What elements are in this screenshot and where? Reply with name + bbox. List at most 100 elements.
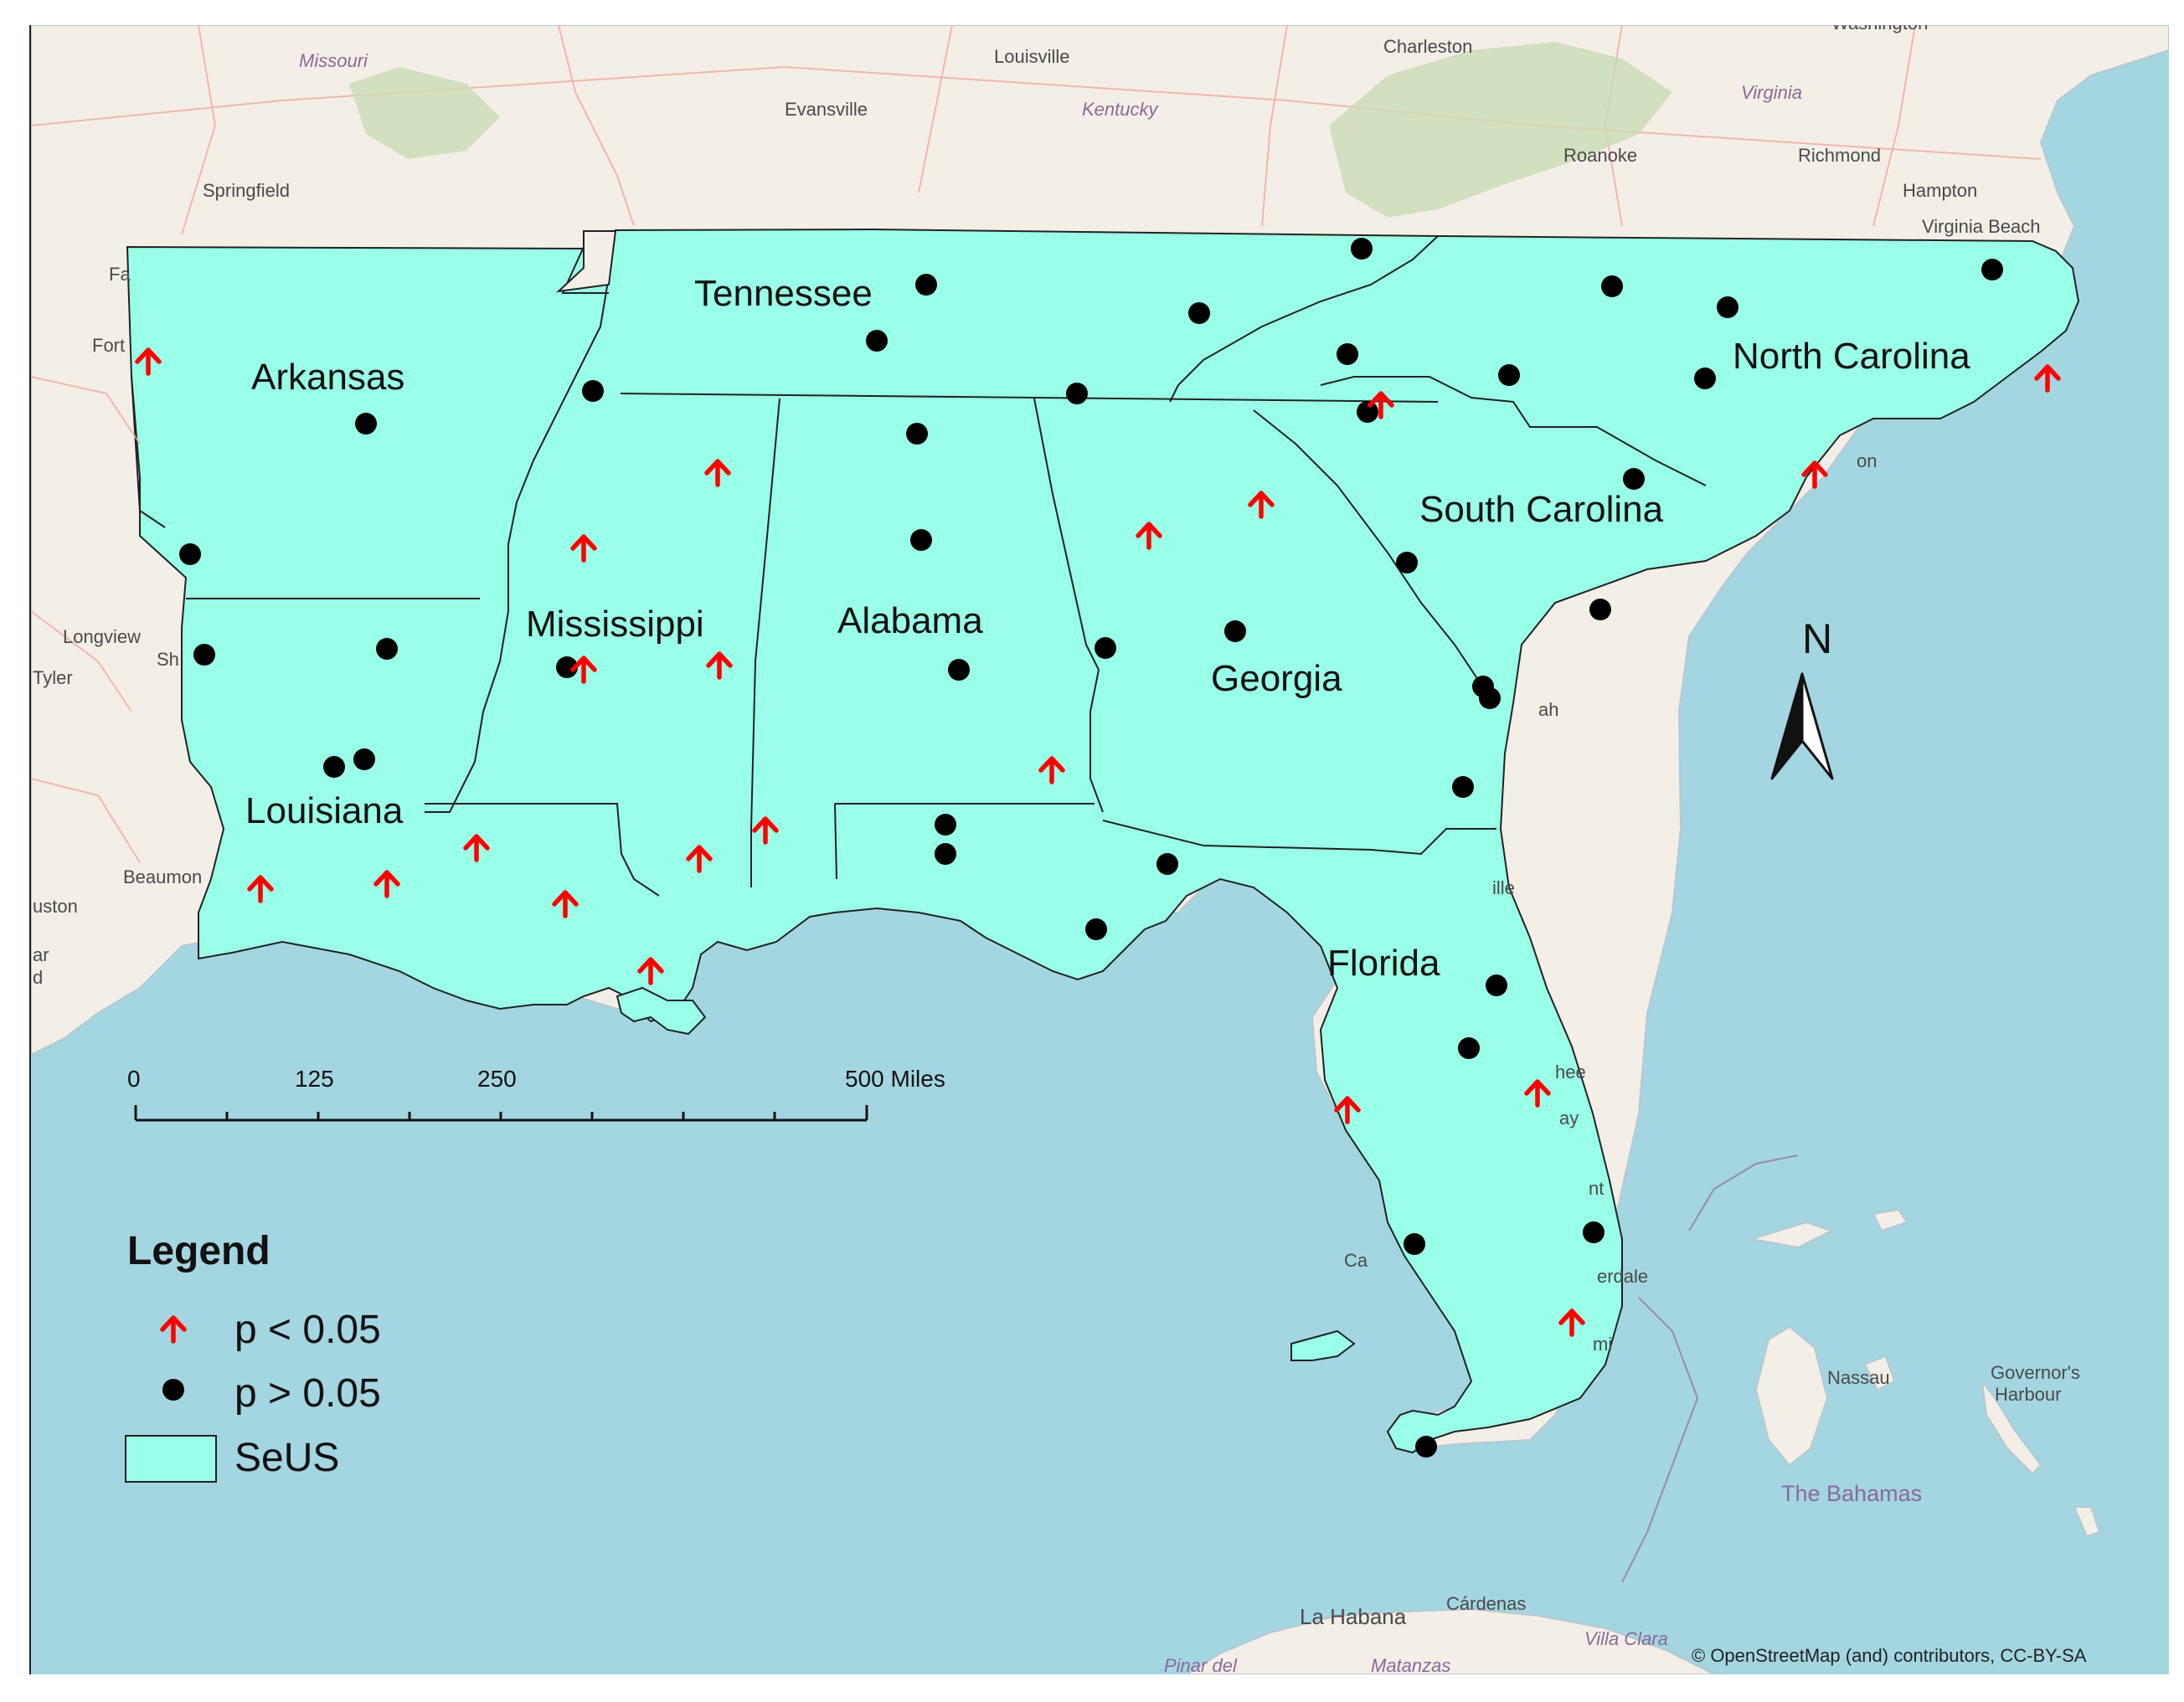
- station-dot: [948, 659, 970, 681]
- station-dot: [906, 423, 928, 445]
- label-houston: uston: [33, 896, 78, 917]
- label-hampton: Hampton: [1903, 180, 1977, 201]
- station-dot: [1623, 468, 1645, 490]
- station-dot: [1583, 1221, 1605, 1243]
- state-label-mississippi: Mississippi: [526, 604, 704, 645]
- label-governors: Governor's: [1991, 1362, 2080, 1383]
- station-dot: [1415, 1436, 1437, 1458]
- state-labels: Arkansas Tennessee North Carolina South …: [245, 273, 1970, 984]
- station-dot: [1404, 1233, 1425, 1255]
- station-dot: [1486, 974, 1507, 996]
- station-dot: [1351, 238, 1373, 260]
- station-dot: [376, 638, 398, 660]
- appalachian-green: [1329, 42, 1672, 218]
- label-nassau: Nassau: [1827, 1367, 1890, 1388]
- station-dot: [1479, 687, 1501, 709]
- station-dot: [910, 529, 932, 551]
- label-on: on: [1857, 450, 1877, 471]
- station-dot: [1601, 275, 1623, 297]
- station-dot: [1188, 302, 1210, 324]
- label-harbour: Harbour: [1995, 1384, 2061, 1405]
- legend-label-significant: p < 0.05: [234, 1308, 381, 1352]
- station-dot: [1095, 637, 1116, 659]
- scale-bar: 0 125 250 500 Miles: [127, 1066, 945, 1122]
- label-ille: ille: [1492, 877, 1515, 898]
- label-nt: nt: [1589, 1178, 1604, 1199]
- station-dot: [1458, 1037, 1480, 1059]
- black-dot-icon: [162, 1379, 184, 1401]
- label-matanzas: Matanzas: [1371, 1655, 1450, 1674]
- state-label-tennessee: Tennessee: [694, 273, 873, 314]
- station-dot: [1357, 401, 1378, 423]
- label-ar: ar: [33, 944, 49, 965]
- label-richmond: Richmond: [1798, 145, 1881, 166]
- station-dot: [935, 843, 956, 865]
- station-dot: [935, 814, 956, 836]
- station-dot: [355, 413, 377, 434]
- label-ca: Ca: [1344, 1250, 1368, 1271]
- label-charleston: Charleston: [1383, 36, 1472, 57]
- map-frame: Louisville Charleston Washington Missour…: [29, 25, 2169, 1674]
- scale-tick-500: 500 Miles: [845, 1066, 945, 1092]
- station-dot: [582, 380, 604, 402]
- attribution: © OpenStreetMap (and) contributors, CC-B…: [1692, 1645, 2087, 1666]
- bootheel-notch: [556, 230, 617, 293]
- maritime-boundary: [1688, 1154, 1799, 1232]
- label-springfield: Springfield: [203, 180, 290, 201]
- state-label-alabama: Alabama: [837, 600, 983, 641]
- label-virginia: Virginia: [1741, 82, 1802, 103]
- station-dot: [1717, 296, 1738, 318]
- florida-islet: [1290, 1329, 1356, 1361]
- station-dot: [1337, 343, 1358, 365]
- station-dot: [1589, 599, 1611, 620]
- station-dot: [556, 656, 578, 678]
- label-sh: Sh: [157, 649, 179, 670]
- label-fort: Fort: [92, 335, 125, 356]
- label-louisville: Louisville: [994, 46, 1070, 67]
- label-roanoke: Roanoke: [1563, 145, 1637, 166]
- label-erdale: erdale: [1597, 1266, 1648, 1287]
- state-label-florida: Florida: [1327, 943, 1440, 984]
- label-kentucky: Kentucky: [1082, 99, 1159, 120]
- state-borders: [131, 229, 1707, 897]
- station-dot: [1156, 853, 1178, 875]
- basemap-labels: Louisville Charleston Washington Missour…: [33, 25, 2080, 1674]
- label-bahamas: The Bahamas: [1781, 1481, 1922, 1506]
- north-arrow: N: [1770, 615, 1834, 780]
- station-dot: [193, 644, 215, 666]
- station-dot: [353, 748, 375, 770]
- legend-label-seus: SeUS: [234, 1436, 339, 1480]
- scale-tick-125: 125: [295, 1066, 334, 1092]
- state-label-georgia: Georgia: [1211, 658, 1342, 699]
- state-label-arkansas: Arkansas: [251, 357, 404, 398]
- scale-tick-0: 0: [127, 1066, 141, 1092]
- station-dot: [1224, 620, 1246, 642]
- ozarks-green: [349, 67, 500, 159]
- state-label-north-carolina: North Carolina: [1733, 336, 1970, 377]
- label-hee: hee: [1555, 1062, 1586, 1082]
- label-ah: ah: [1538, 699, 1558, 720]
- label-evansville: Evansville: [785, 99, 868, 120]
- map-canvas: Louisville Charleston Washington Missour…: [31, 25, 2169, 1674]
- louisiana-delta: [616, 986, 707, 1036]
- legend: Legend p < 0.05 p > 0.05 SeUS: [125, 1229, 381, 1483]
- label-ay: ay: [1559, 1108, 1579, 1129]
- station-dot: [915, 274, 937, 296]
- station-dot: [1452, 776, 1474, 798]
- legend-title: Legend: [127, 1229, 270, 1273]
- label-virginia-beach: Virginia Beach: [1922, 216, 2040, 237]
- label-la-habana: La Habana: [1300, 1604, 1407, 1629]
- station-dot: [1694, 368, 1716, 389]
- label-mi: mi: [1593, 1334, 1612, 1355]
- label-d: d: [33, 967, 43, 988]
- station-dot: [866, 330, 888, 352]
- station-dot: [1396, 552, 1418, 573]
- legend-label-nonsignificant: p > 0.05: [234, 1371, 381, 1416]
- label-washington: Washington: [1831, 25, 1928, 33]
- cuba-land: [1185, 1607, 1715, 1674]
- scale-tick-250: 250: [477, 1066, 517, 1092]
- station-dot: [1498, 364, 1520, 386]
- station-dot: [1066, 383, 1088, 404]
- station-dot: [323, 756, 345, 778]
- label-missouri: Missouri: [299, 50, 368, 71]
